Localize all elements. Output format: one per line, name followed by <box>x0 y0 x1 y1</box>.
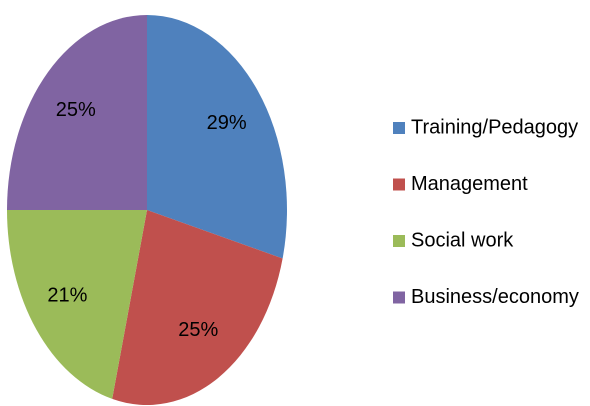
data-label: 25% <box>56 99 96 121</box>
data-label: 25% <box>178 319 218 341</box>
pie-slice <box>147 15 287 259</box>
legend-swatch <box>393 291 405 304</box>
data-label: 29% <box>207 112 247 134</box>
data-label: 21% <box>47 284 87 306</box>
legend-swatch <box>393 178 405 191</box>
legend-label: Social work <box>411 229 514 251</box>
legend-label: Training/Pedagogy <box>411 116 578 138</box>
legend-swatch <box>393 122 405 134</box>
pie-slice <box>112 210 283 406</box>
pie-slice <box>7 210 147 399</box>
legend-label: Business/economy <box>411 286 579 308</box>
legend-label: Management <box>411 173 528 195</box>
pie-slice <box>7 15 147 210</box>
legend-swatch <box>393 235 405 247</box>
